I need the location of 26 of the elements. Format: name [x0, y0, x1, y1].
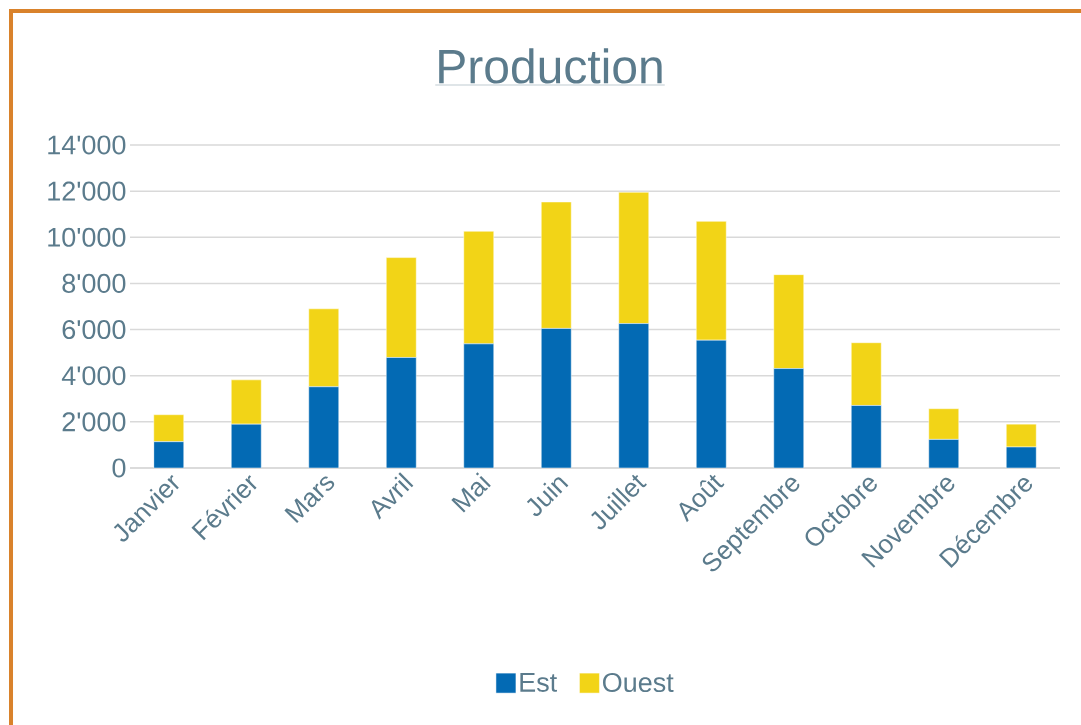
- bar: [851, 342, 882, 406]
- bar: [928, 408, 959, 440]
- bar: [231, 379, 262, 425]
- bar: [231, 423, 262, 468]
- y-tick-label: 4'000: [61, 366, 126, 386]
- legend-label: Est: [520, 673, 557, 692]
- bar: [153, 441, 185, 468]
- bar: [463, 343, 495, 468]
- y-tick-label: 2'000: [62, 412, 126, 432]
- y-tick-label: 12'000: [48, 181, 126, 201]
- x-tick-label: Mai: [451, 472, 491, 513]
- bar: [773, 368, 805, 468]
- bar: [851, 405, 882, 468]
- bar: [386, 357, 417, 468]
- y-tick-label: 14'000: [48, 135, 126, 155]
- x-tick-label: Juin: [526, 477, 569, 516]
- chart-title: Production: [439, 48, 662, 84]
- y-tick-label: 10'000: [48, 227, 126, 247]
- bar: [308, 386, 340, 468]
- bar: [928, 439, 959, 468]
- bar: [618, 323, 649, 468]
- legend-label: Ouest: [602, 672, 674, 693]
- bar: [696, 339, 727, 468]
- y-tick-label: 8'000: [62, 273, 126, 293]
- bar: [541, 328, 572, 468]
- y-tick-label: 6'000: [62, 320, 126, 340]
